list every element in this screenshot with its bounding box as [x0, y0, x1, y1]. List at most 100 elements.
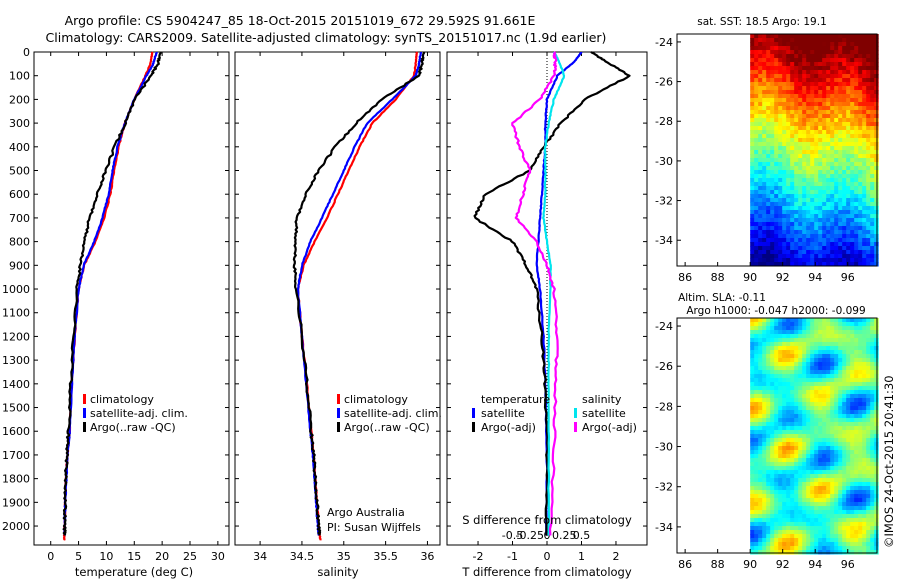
map-cell	[810, 146, 815, 151]
map-cell	[850, 110, 855, 115]
map-cell	[798, 150, 803, 155]
map-cell	[774, 458, 779, 463]
map-cell	[806, 62, 811, 67]
map-cell	[786, 346, 791, 351]
map-cell	[870, 466, 875, 471]
map-cell	[870, 162, 875, 167]
map-cell	[822, 422, 827, 427]
map-cell	[874, 166, 879, 171]
map-cell	[830, 394, 835, 399]
map-cell	[830, 210, 835, 215]
map-cell	[834, 110, 839, 115]
map-cell	[762, 142, 767, 147]
map-cell	[778, 218, 783, 223]
map-cell	[846, 526, 851, 531]
map-cell	[834, 518, 839, 523]
map-cell	[826, 126, 831, 131]
map-cell	[870, 358, 875, 363]
map-cell	[806, 238, 811, 243]
map-cell	[758, 478, 763, 483]
map-cell	[854, 158, 859, 163]
map-cell	[858, 350, 863, 355]
map-cell	[842, 494, 847, 499]
map-cell	[866, 242, 871, 247]
map-cell	[766, 466, 771, 471]
map-cell	[814, 398, 819, 403]
map-cell	[810, 246, 815, 251]
map-cell	[786, 398, 791, 403]
map-cell	[862, 362, 867, 367]
map-cell	[786, 146, 791, 151]
map-cell	[806, 118, 811, 123]
map-cell	[810, 506, 815, 511]
map-cell	[846, 338, 851, 343]
map-cell	[750, 434, 755, 439]
map-cell	[782, 538, 787, 543]
map-cell	[754, 318, 759, 323]
map-cell	[762, 354, 767, 359]
map-cell	[786, 34, 791, 39]
map-cell	[846, 210, 851, 215]
map-cell	[762, 186, 767, 191]
map-cell	[834, 482, 839, 487]
map-cell	[814, 470, 819, 475]
map-cell	[782, 258, 787, 263]
map-cell	[866, 326, 871, 331]
map-cell	[874, 230, 879, 235]
map-cell	[858, 98, 863, 103]
map-cell	[838, 542, 843, 547]
map-cell	[798, 522, 803, 527]
map-cell	[818, 462, 823, 467]
map-cell	[802, 206, 807, 211]
map-cell	[758, 390, 763, 395]
map-cell	[806, 114, 811, 119]
map-cell	[826, 362, 831, 367]
map-cell	[862, 486, 867, 491]
map-cell	[834, 202, 839, 207]
map-cell	[750, 530, 755, 535]
map-cell	[842, 34, 847, 39]
map-cell	[790, 494, 795, 499]
map-cell	[838, 378, 843, 383]
map-cell	[782, 166, 787, 171]
map-cell	[782, 158, 787, 163]
map-cell	[770, 506, 775, 511]
map-cell	[818, 158, 823, 163]
map-cell	[782, 506, 787, 511]
map-cell	[858, 218, 863, 223]
map-cell	[870, 234, 875, 239]
map-cell	[866, 350, 871, 355]
map-cell	[754, 190, 759, 195]
map-cell	[798, 62, 803, 67]
map-cell	[750, 182, 755, 187]
map-cell	[814, 494, 819, 499]
map-cell	[786, 218, 791, 223]
map-cell	[774, 470, 779, 475]
map-cell	[830, 190, 835, 195]
map-cell	[774, 50, 779, 55]
map-cell	[826, 78, 831, 83]
map-cell	[874, 506, 879, 511]
map-cell	[750, 410, 755, 415]
map-cell	[854, 470, 859, 475]
map-cell	[774, 38, 779, 43]
map-cell	[854, 390, 859, 395]
map-cell	[790, 318, 795, 323]
map-cell	[850, 50, 855, 55]
map-cell	[870, 182, 875, 187]
map-cell	[762, 406, 767, 411]
map-cell	[838, 226, 843, 231]
map-cell	[782, 178, 787, 183]
map-cell	[786, 426, 791, 431]
map-cell	[810, 82, 815, 87]
map-cell	[810, 202, 815, 207]
map-cell	[814, 466, 819, 471]
map-cell	[830, 42, 835, 47]
map-cell	[774, 58, 779, 63]
map-cell	[862, 210, 867, 215]
map-cell	[810, 374, 815, 379]
map-cell	[818, 214, 823, 219]
map-cell	[846, 34, 851, 39]
map-cell	[774, 474, 779, 479]
map-cell	[834, 254, 839, 259]
